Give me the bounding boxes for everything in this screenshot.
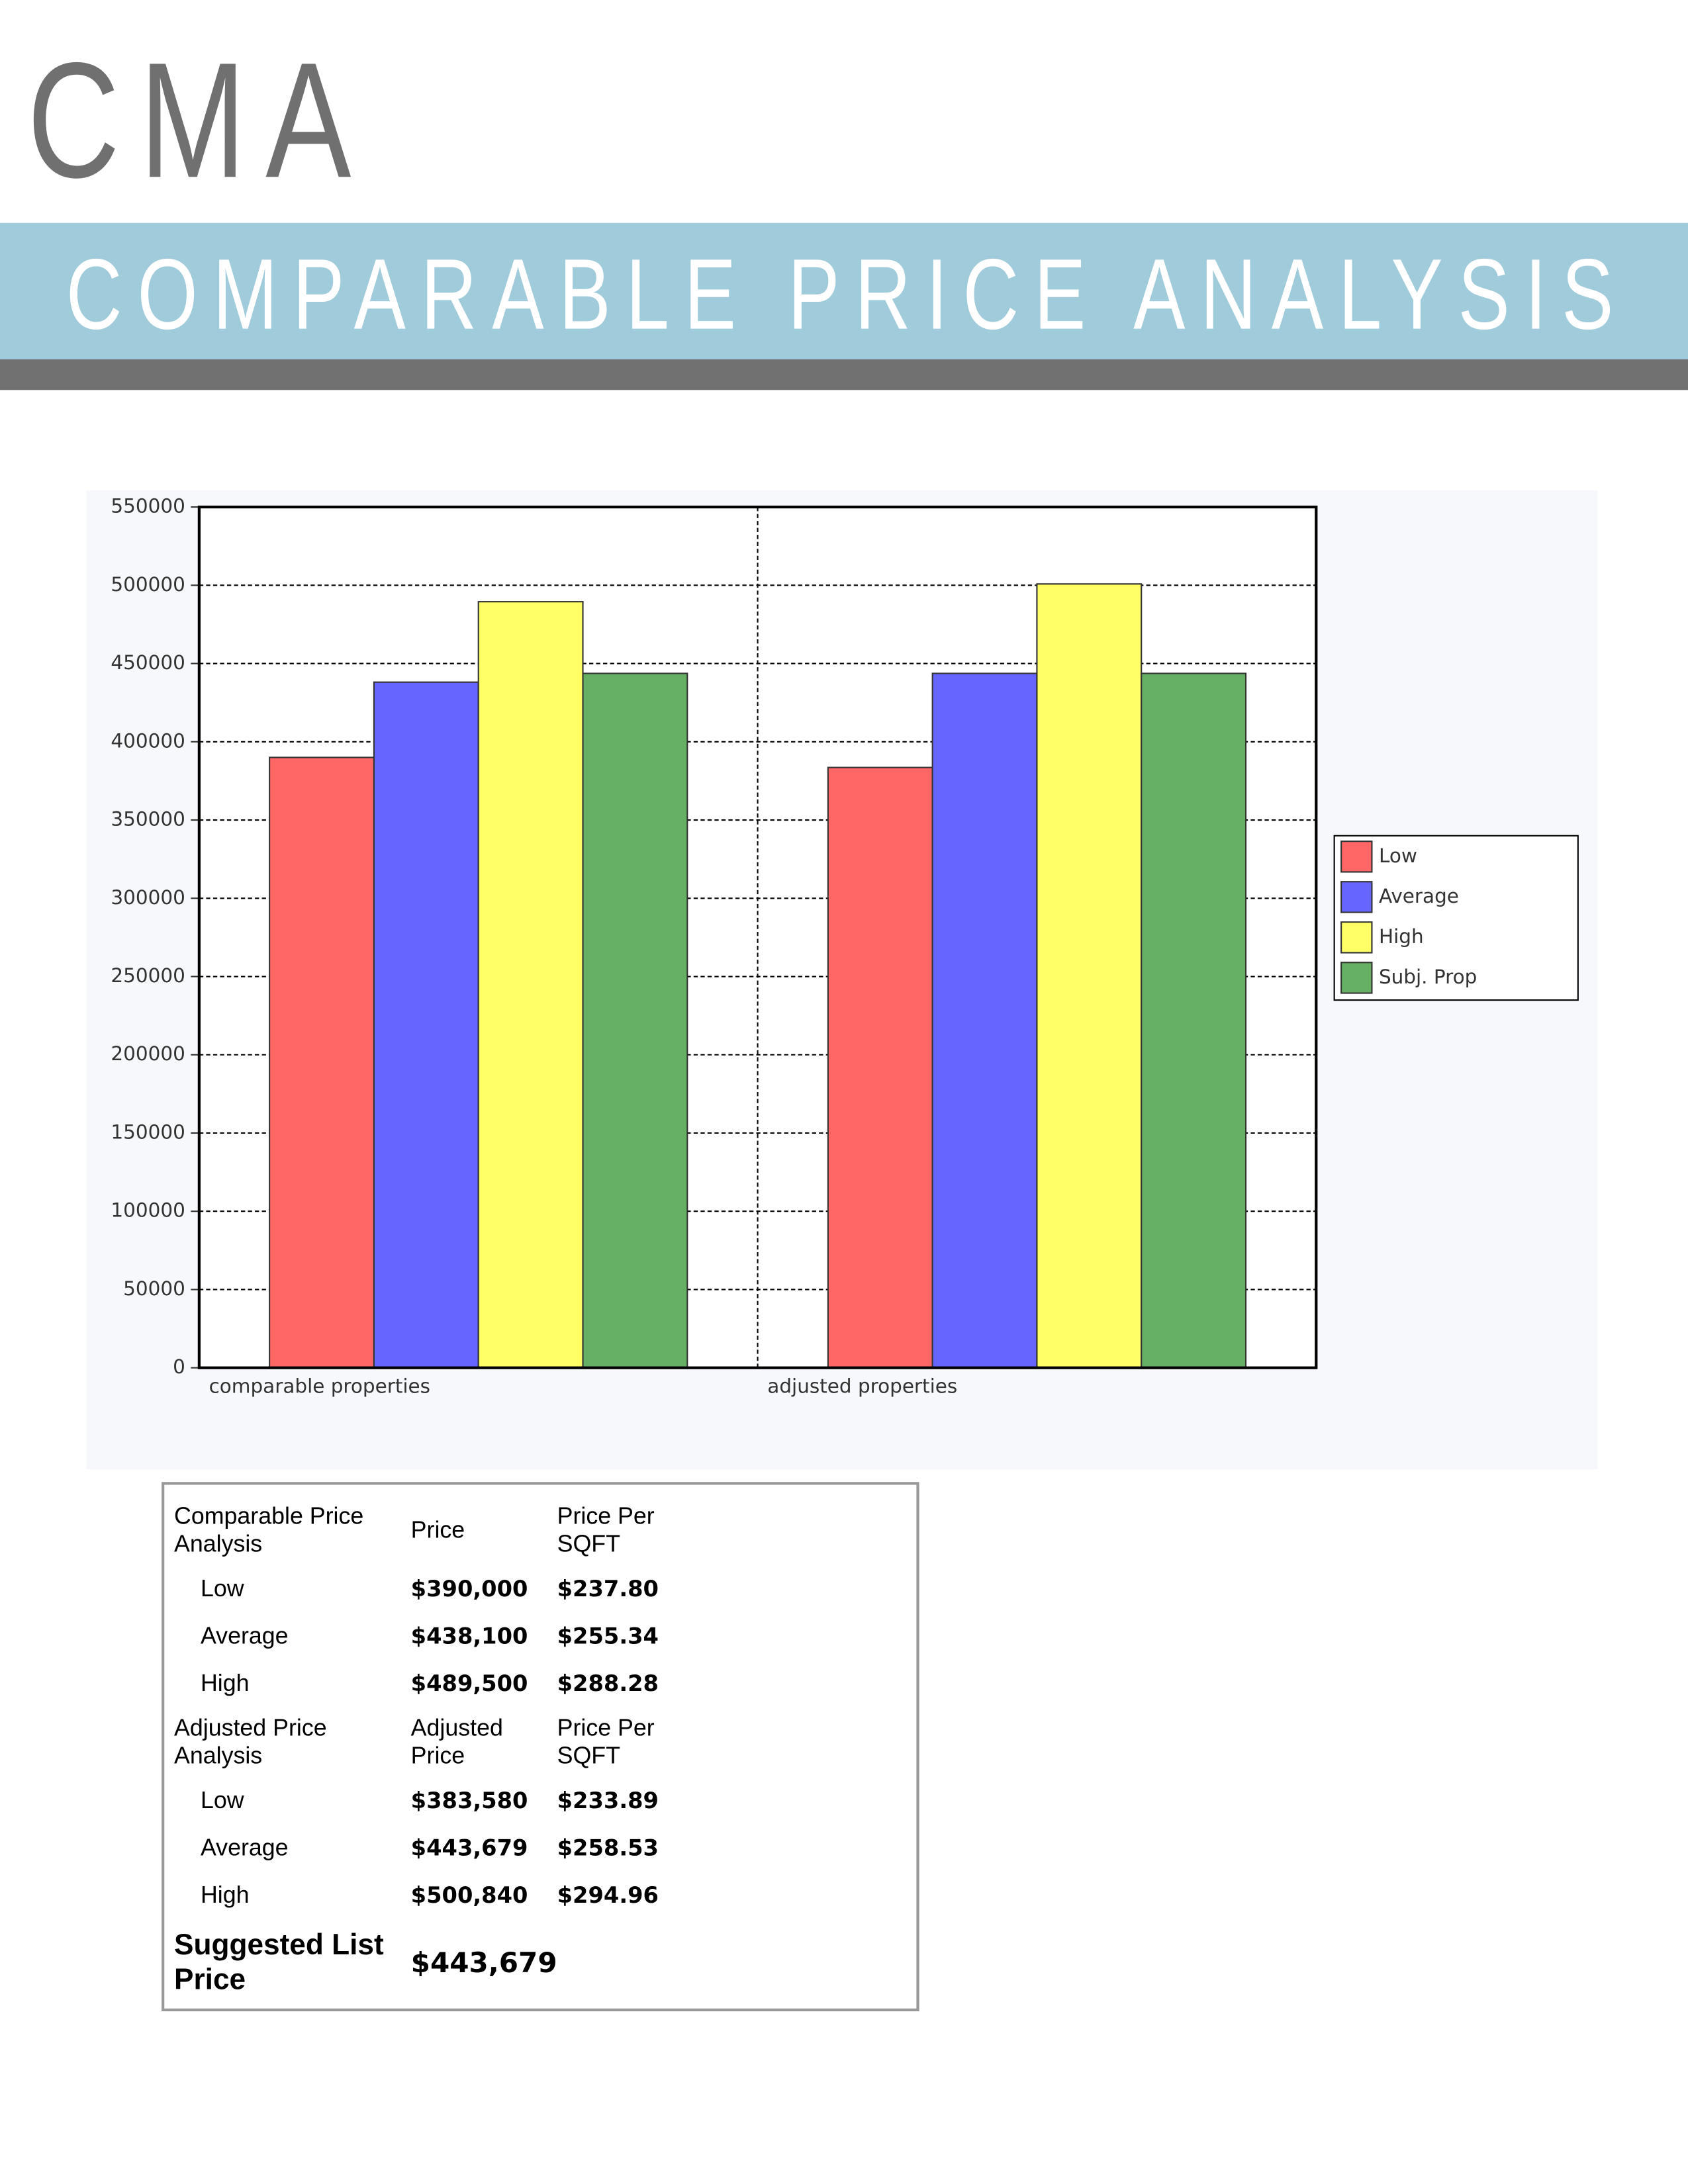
bar	[931, 672, 1038, 1369]
y-tick-label: 400000	[111, 729, 185, 752]
value-cell: $390,000	[410, 1575, 528, 1602]
legend-swatch	[1340, 841, 1373, 873]
y-tick-label: 100000	[111, 1199, 185, 1222]
header: CMA COMPARABLE PRICE ANALYSIS	[0, 28, 1688, 390]
label-cell: Low	[200, 1787, 244, 1814]
label-cell: Average	[200, 1622, 289, 1649]
bar	[373, 681, 479, 1369]
grey-band	[0, 359, 1688, 390]
x-tick-label: comparable properties	[209, 1375, 430, 1398]
value-cell: $288.28	[557, 1670, 659, 1697]
chart: 0 50000 100000 150000 200000 250000 300000 3500…	[111, 494, 1579, 1398]
suggested-row: Suggested List Price $443,679	[174, 1919, 669, 2005]
value-cell: $383,580	[410, 1787, 528, 1814]
value-cell: $233.89	[557, 1787, 659, 1814]
header-text: Adjusted Price Analysis	[174, 1714, 327, 1769]
data-row: High $500,840 $294.96	[174, 1872, 669, 1920]
header-cell: Price	[411, 1496, 557, 1565]
data-row: Average $443,679 $258.53	[174, 1825, 669, 1872]
bar	[1036, 583, 1143, 1369]
bar	[827, 766, 933, 1369]
page-title: COMPARABLE PRICE ANALYSIS	[66, 238, 1628, 350]
suggested-value: $443,679	[410, 1946, 557, 1979]
data-row: Average $438,100 $255.34	[174, 1613, 669, 1661]
header-cell: Adjusted Price Analysis	[174, 1707, 411, 1777]
header-cell: Price Per SQFT	[557, 1707, 669, 1777]
y-tick-label: 350000	[111, 808, 185, 831]
value-cell: $294.96	[557, 1882, 659, 1909]
legend-label: Subj. Prop	[1379, 966, 1477, 988]
legend-box	[1333, 835, 1579, 1001]
label-cell: High	[200, 1670, 250, 1697]
value-cell: $255.34	[557, 1622, 659, 1649]
legend-swatch	[1340, 962, 1373, 994]
data-row: High $489,500 $288.28	[174, 1661, 669, 1708]
y-tick-label: 300000	[111, 886, 185, 909]
legend-swatch	[1340, 921, 1373, 954]
value-cell: $489,500	[410, 1670, 528, 1697]
data-row: Low $383,580 $233.89	[174, 1777, 669, 1825]
price-table: Comparable Price Analysis Price Price Per …	[162, 1482, 919, 2012]
y-tick-label: 550000	[111, 495, 185, 518]
y-tick-label: 250000	[111, 964, 185, 987]
value-cell: $500,840	[410, 1882, 528, 1909]
bar	[269, 756, 375, 1369]
y-tick-label: 500000	[111, 573, 185, 596]
y-tick-label: 0	[173, 1355, 185, 1378]
header-row: Comparable Price Analysis Price Price Per …	[174, 1496, 669, 1565]
x-tick-label: adjusted properties	[767, 1375, 957, 1398]
table: Comparable Price Analysis Price Price Per …	[174, 1496, 669, 2005]
header-text: Price Per SQFT	[557, 1502, 655, 1557]
legend-swatch	[1340, 881, 1373, 913]
value-cell: $438,100	[410, 1622, 528, 1649]
legend-label: Average	[1379, 885, 1459, 907]
bar	[477, 601, 584, 1369]
value-cell: $237.80	[557, 1575, 659, 1602]
title-band	[0, 222, 1688, 359]
legend-label: Low	[1379, 844, 1417, 867]
label-cell: Low	[200, 1575, 244, 1602]
header-text: Comparable Price Analysis	[174, 1502, 364, 1557]
y-tick-label: 150000	[111, 1120, 185, 1143]
y-tick-label: 450000	[111, 651, 185, 674]
y-tick-label: 200000	[111, 1042, 185, 1065]
suggested-text: Suggested List Price	[174, 1929, 384, 1996]
label-cell: Average	[200, 1834, 289, 1861]
y-tick-label: 50000	[123, 1277, 185, 1300]
logo: CMA	[27, 28, 371, 212]
value-cell: $258.53	[557, 1834, 659, 1861]
header-cell: Price Per SQFT	[557, 1496, 669, 1565]
header-text: Adjusted Price	[410, 1714, 503, 1769]
value-cell: $443,679	[410, 1834, 528, 1861]
plot-frame	[197, 505, 1318, 1369]
bar	[582, 672, 688, 1369]
label-cell: High	[200, 1882, 250, 1909]
header-cell: Comparable Price Analysis	[174, 1496, 411, 1565]
header-text: Price	[410, 1516, 465, 1543]
data-row: Low $390,000 $237.80	[174, 1566, 669, 1614]
header-cell: Adjusted Price	[411, 1707, 557, 1777]
suggested-label: Suggested List Price	[174, 1919, 411, 2005]
header-row: Adjusted Price Analysis Adjusted Price Pri…	[174, 1707, 669, 1777]
bar	[1141, 672, 1247, 1369]
header-text: Price Per SQFT	[557, 1714, 655, 1769]
legend-label: High	[1379, 925, 1424, 948]
